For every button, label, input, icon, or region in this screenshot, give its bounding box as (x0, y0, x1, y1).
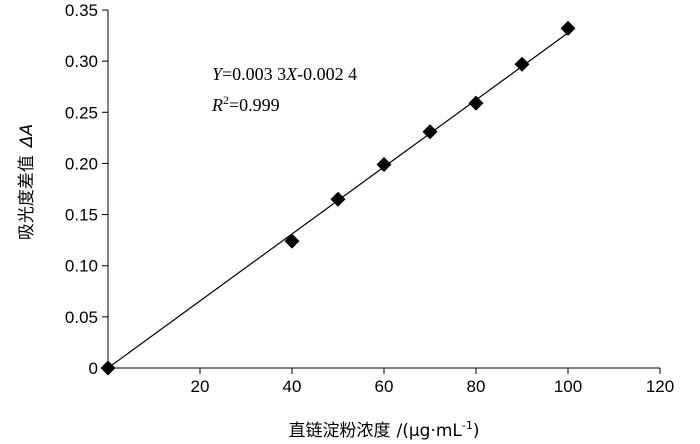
eq-x-symbol: X (285, 64, 298, 84)
eq-intercept: -0.002 4 (297, 64, 357, 84)
x-axis: 20 40 60 80 100 120 (107, 367, 674, 396)
data-point (100, 360, 116, 376)
data-point (514, 56, 530, 72)
data-point (330, 191, 346, 207)
data-points (100, 20, 576, 376)
y-tick-label: 0.05 (65, 308, 98, 327)
x-axis-title-unit-sup: -1 (462, 419, 473, 432)
r2-symbol: R (211, 95, 223, 115)
x-tick-label: 120 (646, 377, 674, 396)
x-axis-title: 直链淀粉浓度 /(μg·mL-1) (288, 419, 479, 441)
x-tick-label: 80 (467, 377, 486, 396)
data-point (376, 156, 392, 172)
y-tick-label: 0.20 (65, 154, 98, 173)
y-axis-title-main: 吸光度差值 (17, 155, 37, 240)
data-point (422, 124, 438, 140)
y-tick-label: 0.30 (65, 52, 98, 71)
x-axis-title-unit-end: ) (473, 421, 480, 441)
y-axis: 0 0.05 0.10 0.15 0.20 0.25 0.30 0.35 (65, 1, 109, 378)
equation-annotation: Y=0.003 3X-0.002 4 (212, 64, 357, 84)
r2-annotation: R2=0.999 (211, 93, 280, 115)
y-axis-title: 吸光度差值 ΔA (17, 124, 37, 240)
y-tick-label: 0.35 (65, 1, 98, 20)
x-tick-label: 60 (375, 377, 394, 396)
y-tick-label: 0.10 (65, 257, 98, 276)
x-tick-label: 40 (283, 377, 302, 396)
y-tick-label: 0.25 (65, 103, 98, 122)
y-axis-title-symbol: ΔA (17, 124, 37, 149)
y-tick-label: 0.15 (65, 206, 98, 225)
x-axis-title-unit: /(μg·mL (396, 421, 462, 441)
eq-y-symbol: Y (212, 64, 224, 84)
y-tick-label: 0 (89, 359, 98, 378)
x-tick-label: 20 (191, 377, 210, 396)
data-point (284, 233, 300, 249)
r2-exponent: 2 (223, 93, 229, 107)
data-point (468, 95, 484, 111)
r2-value: =0.999 (229, 95, 280, 115)
x-axis-title-main: 直链淀粉浓度 (288, 421, 390, 441)
data-point (560, 20, 576, 36)
x-tick-label: 100 (554, 377, 582, 396)
eq-slope: =0.003 3 (222, 64, 286, 84)
